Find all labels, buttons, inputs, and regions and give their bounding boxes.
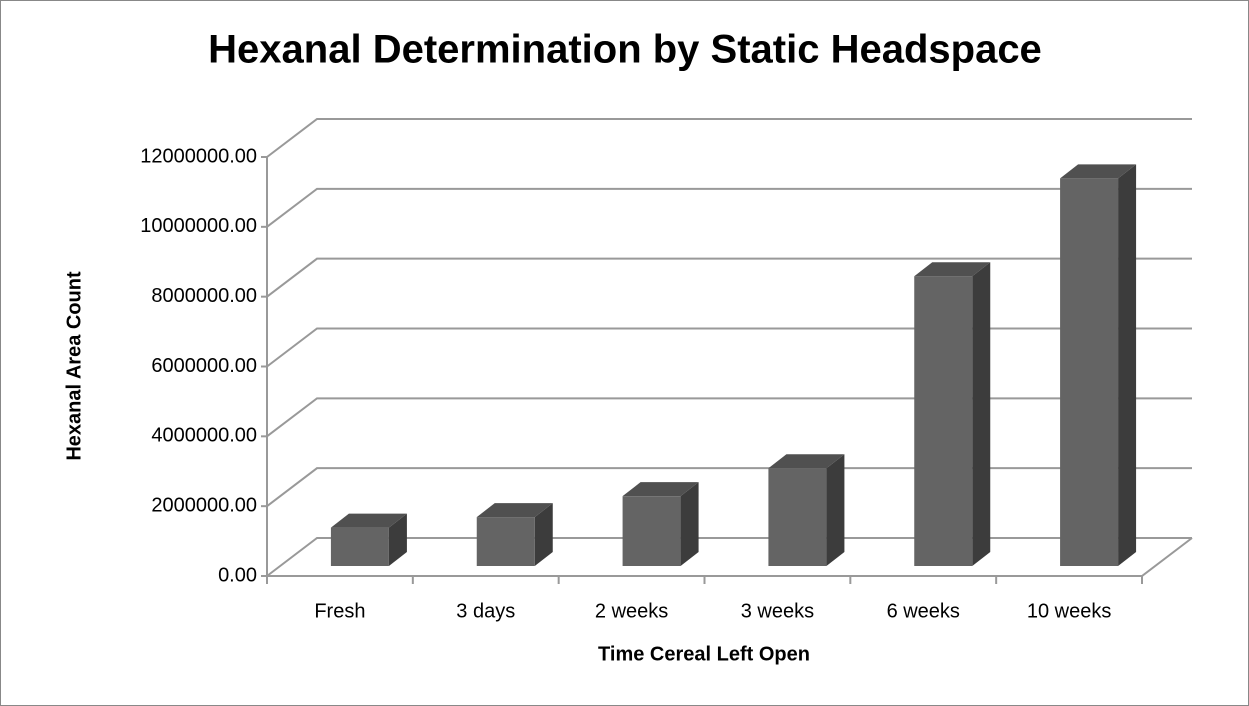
bar xyxy=(476,503,553,566)
y-tick-label: 8000000.00 xyxy=(151,285,257,307)
x-tick-label: 6 weeks xyxy=(887,600,960,622)
bar-top xyxy=(330,513,407,528)
grid-line xyxy=(266,257,1192,298)
bar-top xyxy=(476,503,553,518)
grid-line xyxy=(266,187,1192,228)
bar-front xyxy=(622,496,681,566)
grid-line xyxy=(266,327,1192,368)
bar-top xyxy=(622,482,699,497)
bar-front xyxy=(330,527,389,566)
bar xyxy=(914,262,991,566)
x-tick-label: 10 weeks xyxy=(1027,600,1112,622)
bar-front xyxy=(1060,178,1119,567)
bar xyxy=(622,482,699,566)
chart-title: Hexanal Determination by Static Headspac… xyxy=(208,28,1042,72)
x-axis-title: Time Cereal Left Open xyxy=(598,643,810,665)
bar-top xyxy=(768,454,845,469)
bar-side xyxy=(1118,164,1137,567)
bar-side xyxy=(388,513,407,566)
bar-side xyxy=(826,454,845,566)
y-tick-label: 0.00 xyxy=(218,564,257,586)
grid-line xyxy=(266,467,1192,507)
y-tick-label: 10000000.00 xyxy=(140,215,257,237)
y-tick-label: 12000000.00 xyxy=(140,145,257,167)
bar-top xyxy=(914,262,991,277)
bar xyxy=(330,513,407,566)
bar-front xyxy=(914,276,973,566)
x-tick-label: Fresh xyxy=(314,600,365,622)
bar-front xyxy=(768,468,827,566)
grid-line xyxy=(266,537,1192,577)
bar xyxy=(768,454,845,566)
x-tick-label: 2 weeks xyxy=(595,600,668,622)
y-axis-title: Hexanal Area Count xyxy=(63,271,85,461)
bar-front xyxy=(476,517,535,566)
x-tick-label: 3 days xyxy=(456,600,515,622)
y-tick-label: 4000000.00 xyxy=(151,425,257,447)
x-tick-label: 3 weeks xyxy=(741,600,814,622)
bar-side xyxy=(972,262,991,566)
grid-line xyxy=(266,397,1192,438)
bar-side xyxy=(680,482,699,566)
bar-top xyxy=(1060,164,1137,179)
y-tick-label: 6000000.00 xyxy=(151,355,257,377)
bar xyxy=(1060,164,1137,567)
y-tick-label: 2000000.00 xyxy=(151,494,257,516)
bar-side xyxy=(534,503,553,566)
grid-line xyxy=(266,118,1192,158)
